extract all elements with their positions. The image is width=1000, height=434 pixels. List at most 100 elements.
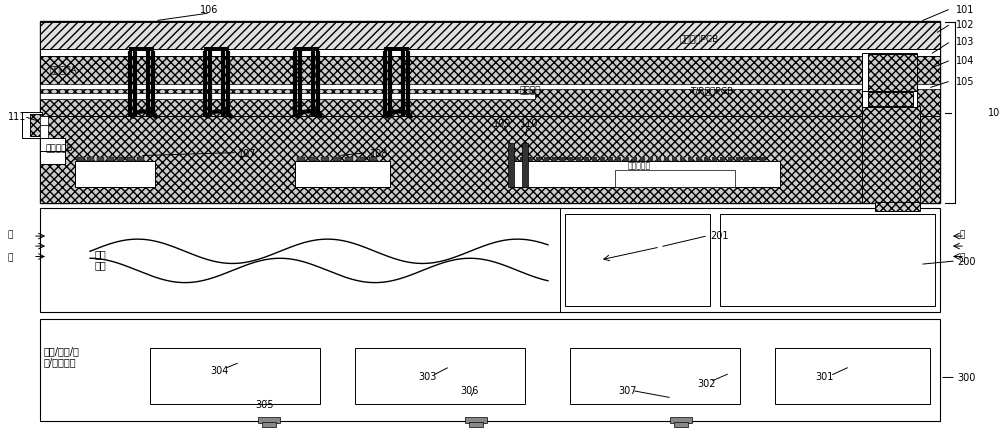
Bar — [712, 158, 717, 162]
Bar — [295, 161, 390, 187]
Bar — [321, 158, 329, 162]
Bar — [862, 106, 920, 204]
Text: 合路/变频/波: 合路/变频/波 — [44, 346, 80, 355]
Bar — [600, 158, 605, 162]
Text: 低频连接器: 低频连接器 — [628, 161, 651, 170]
Text: 301: 301 — [815, 372, 833, 381]
Bar — [294, 48, 319, 52]
Bar — [355, 348, 525, 404]
Bar — [40, 152, 65, 165]
Text: 305: 305 — [255, 400, 274, 409]
Text: 100: 100 — [988, 108, 1000, 118]
Bar — [40, 22, 940, 204]
Text: 103: 103 — [956, 37, 974, 47]
Bar — [40, 56, 940, 117]
Text: 304: 304 — [210, 365, 228, 375]
Bar — [624, 158, 629, 162]
Text: 201: 201 — [710, 230, 728, 240]
Bar — [616, 158, 621, 162]
Bar — [868, 55, 917, 93]
Bar — [615, 171, 735, 187]
Bar — [672, 158, 677, 162]
Bar — [592, 158, 597, 162]
Bar — [117, 158, 124, 162]
Text: 106: 106 — [200, 5, 218, 14]
Bar — [107, 158, 114, 162]
Bar — [30, 115, 42, 137]
Bar — [40, 319, 940, 421]
Bar — [40, 139, 65, 152]
Bar — [129, 48, 154, 52]
Bar — [510, 161, 780, 187]
Bar — [584, 158, 589, 162]
Bar — [670, 417, 692, 423]
Bar — [520, 158, 525, 162]
Text: 200: 200 — [957, 256, 976, 266]
Text: 101: 101 — [956, 5, 974, 14]
Bar — [150, 348, 320, 404]
Bar — [704, 158, 709, 162]
Bar — [576, 158, 581, 162]
Bar — [570, 348, 740, 404]
Bar — [345, 158, 353, 162]
Text: 风: 风 — [8, 230, 13, 239]
Bar — [357, 158, 365, 162]
Bar — [297, 158, 305, 162]
Bar — [40, 208, 940, 312]
Bar — [40, 95, 535, 100]
Text: 307: 307 — [618, 386, 637, 395]
Bar — [262, 422, 276, 427]
Bar — [664, 158, 669, 162]
Text: 306: 306 — [460, 386, 478, 395]
Text: 104: 104 — [956, 56, 974, 66]
Bar — [87, 158, 94, 162]
Bar — [560, 158, 565, 162]
Bar — [369, 158, 377, 162]
Bar — [775, 348, 930, 404]
Bar — [648, 158, 653, 162]
Text: 108: 108 — [370, 148, 388, 158]
Text: 105: 105 — [956, 77, 974, 86]
Bar — [127, 158, 134, 162]
Bar — [868, 93, 913, 107]
Text: 102: 102 — [956, 20, 974, 30]
Bar — [680, 158, 685, 162]
Bar — [309, 158, 317, 162]
Bar — [728, 158, 733, 162]
Bar — [632, 158, 637, 162]
Bar — [465, 417, 487, 423]
Bar — [333, 158, 341, 162]
Bar — [40, 117, 940, 204]
Bar — [720, 215, 935, 306]
Bar — [508, 144, 514, 187]
Bar — [720, 158, 725, 162]
Text: 107: 107 — [238, 148, 256, 158]
Bar — [862, 54, 917, 93]
Bar — [552, 158, 557, 162]
Bar — [688, 158, 693, 162]
Text: 109: 109 — [493, 119, 511, 128]
Text: 机: 机 — [960, 253, 965, 261]
Bar — [512, 158, 517, 162]
Bar — [40, 126, 48, 139]
Text: 合路输出: 合路输出 — [520, 86, 542, 95]
Bar — [40, 116, 48, 126]
Text: 结构: 结构 — [95, 260, 107, 270]
Bar — [744, 158, 749, 162]
Bar — [204, 48, 229, 52]
Bar — [384, 48, 409, 52]
Bar — [528, 158, 533, 162]
Text: 控/电源模块: 控/电源模块 — [44, 357, 77, 366]
Bar — [40, 85, 940, 90]
Bar — [536, 158, 541, 162]
Text: 303: 303 — [418, 372, 436, 381]
Bar — [77, 158, 84, 162]
Bar — [258, 417, 280, 423]
Bar — [97, 158, 104, 162]
Bar — [696, 158, 701, 162]
Bar — [565, 215, 710, 306]
Bar — [75, 161, 155, 187]
Bar — [862, 92, 917, 108]
Bar — [760, 158, 765, 162]
Bar — [752, 158, 757, 162]
